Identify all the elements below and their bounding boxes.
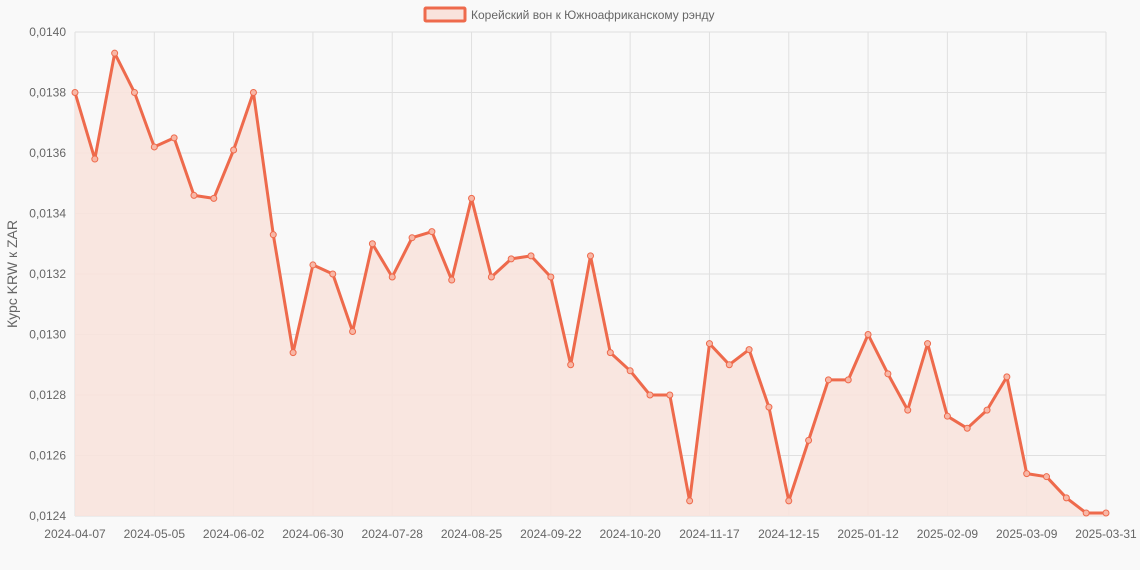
data-point (368, 240, 376, 248)
data-point (587, 252, 594, 260)
y-tick-label: 0,0130 (29, 328, 66, 342)
y-tick-label: 0,0138 (29, 86, 66, 100)
data-point (963, 424, 971, 432)
x-tick-label: 2024-05-05 (124, 527, 186, 541)
data-point (884, 370, 892, 378)
data-point (844, 376, 852, 384)
data-point (130, 89, 138, 96)
data-point (210, 194, 218, 202)
data-point (547, 273, 555, 281)
x-tick-label: 2024-11-17 (679, 527, 740, 541)
data-point (1023, 470, 1031, 478)
legend-swatch (423, 6, 467, 23)
data-point (705, 340, 713, 348)
data-point (686, 497, 694, 505)
x-tick-label: 2024-06-30 (282, 527, 344, 541)
x-tick-label: 2025-03-09 (996, 527, 1058, 541)
data-point (943, 412, 951, 420)
data-point (1082, 509, 1090, 517)
data-point (468, 194, 476, 202)
y-tick-label: 0,0132 (29, 267, 66, 281)
data-point (309, 261, 317, 269)
data-point (864, 331, 872, 338)
y-tick-label: 0,0140 (29, 25, 66, 39)
y-axis-ticks: 0,0124 0,0126 0,0128 0,0130 0,0132 0,0134 0,01… (29, 25, 66, 523)
y-tick-label: 0,0134 (29, 207, 66, 221)
data-point (1102, 509, 1110, 517)
x-tick-label: 2024-08-25 (441, 527, 503, 541)
data-point (904, 406, 912, 414)
x-tick-label: 2025-03-31 (1075, 527, 1137, 541)
data-points (71, 49, 1110, 517)
series-area (75, 53, 1106, 516)
x-tick-label: 2024-07-28 (362, 527, 424, 541)
y-tick-label: 0,0126 (29, 449, 66, 463)
data-point (190, 191, 198, 199)
data-point (289, 349, 297, 357)
data-point (745, 346, 753, 354)
data-point (170, 134, 178, 142)
x-tick-label: 2025-01-12 (837, 527, 899, 541)
data-point (230, 146, 238, 154)
y-tick-label: 0,0124 (29, 509, 66, 523)
data-point (71, 89, 79, 96)
data-point (824, 376, 832, 384)
data-point (349, 327, 357, 335)
data-point (150, 143, 158, 151)
data-point (567, 361, 575, 369)
data-point (249, 89, 257, 96)
data-point (983, 406, 991, 414)
data-point (666, 391, 674, 399)
data-point (725, 361, 733, 369)
data-point (1062, 494, 1070, 502)
data-point (428, 228, 436, 236)
y-tick-label: 0,0128 (29, 388, 66, 402)
data-point (606, 349, 614, 357)
data-point (507, 255, 515, 263)
data-point (91, 155, 99, 163)
data-point (408, 234, 416, 242)
data-point (487, 273, 495, 281)
x-axis-ticks: 2024-04-07 2024-05-05 2024-06-02 2024-06-30… (44, 527, 1137, 541)
legend-label: Корейский вон к Южноафриканскому рэнду (471, 8, 715, 22)
x-tick-label: 2024-12-15 (758, 527, 820, 541)
data-point (388, 273, 396, 281)
data-point (329, 270, 337, 278)
data-point (269, 231, 277, 239)
x-tick-label: 2024-09-22 (520, 527, 582, 541)
x-tick-label: 2024-06-02 (203, 527, 265, 541)
y-tick-label: 0,0136 (29, 146, 66, 160)
data-point (785, 497, 793, 505)
data-point (765, 403, 773, 411)
data-point (1043, 473, 1051, 481)
data-point (805, 436, 813, 444)
data-point (924, 340, 932, 348)
data-point (646, 391, 654, 399)
data-point (1003, 373, 1011, 381)
x-tick-label: 2025-02-09 (917, 527, 979, 541)
legend[interactable]: Корейский вон к Южноафриканскому рэнду (423, 6, 715, 23)
x-tick-label: 2024-10-20 (599, 527, 661, 541)
data-point (527, 252, 535, 260)
data-point (111, 49, 119, 57)
y-axis-label: Курс KRW к ZAR (4, 220, 20, 328)
data-point (448, 276, 456, 284)
x-tick-label: 2024-04-07 (44, 527, 106, 541)
data-point (626, 367, 634, 375)
